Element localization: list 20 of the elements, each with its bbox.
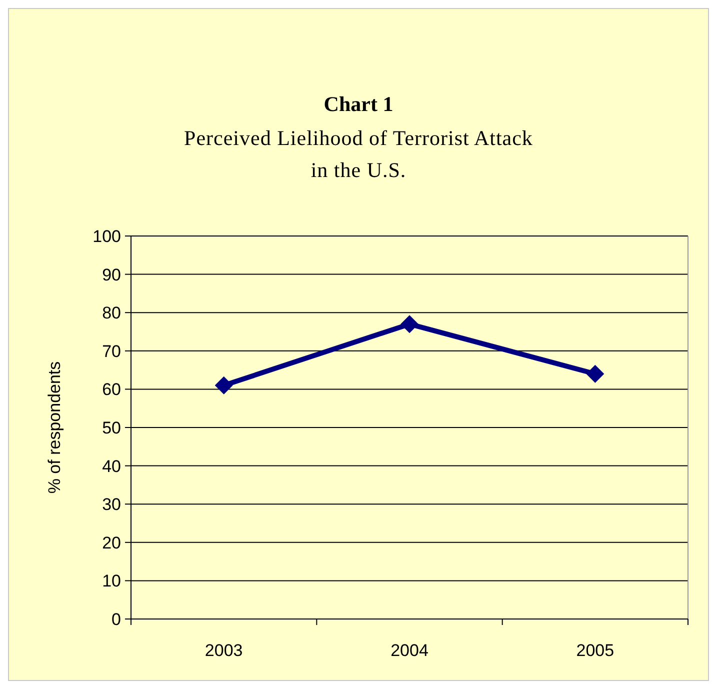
chart-title: Chart 1 <box>324 92 394 116</box>
x-tick-label: 2003 <box>204 641 243 660</box>
x-tick-label: 2005 <box>576 641 614 660</box>
y-tick-label: 80 <box>102 304 121 323</box>
y-axis-title: % of respondents <box>45 361 64 494</box>
y-tick-label: 30 <box>102 495 121 514</box>
y-tick-label: 20 <box>102 533 121 552</box>
y-tick-label: 100 <box>92 226 121 246</box>
y-tick-label: 0 <box>112 610 121 629</box>
point <box>400 315 418 334</box>
y-tick-label: 50 <box>102 418 121 438</box>
x-tick-label: 2004 <box>390 641 428 660</box>
chart-subtitle: Perceived Lielihood of Terrorist Attack in the U.S. <box>184 126 533 182</box>
y-tick-label: 40 <box>102 456 121 476</box>
y-tick-label: 70 <box>102 342 121 361</box>
point <box>214 376 233 394</box>
y-tick-label: 60 <box>102 380 121 400</box>
point <box>586 364 604 383</box>
y-tick-label: 90 <box>102 265 121 284</box>
y-tick-label: 10 <box>102 572 121 591</box>
